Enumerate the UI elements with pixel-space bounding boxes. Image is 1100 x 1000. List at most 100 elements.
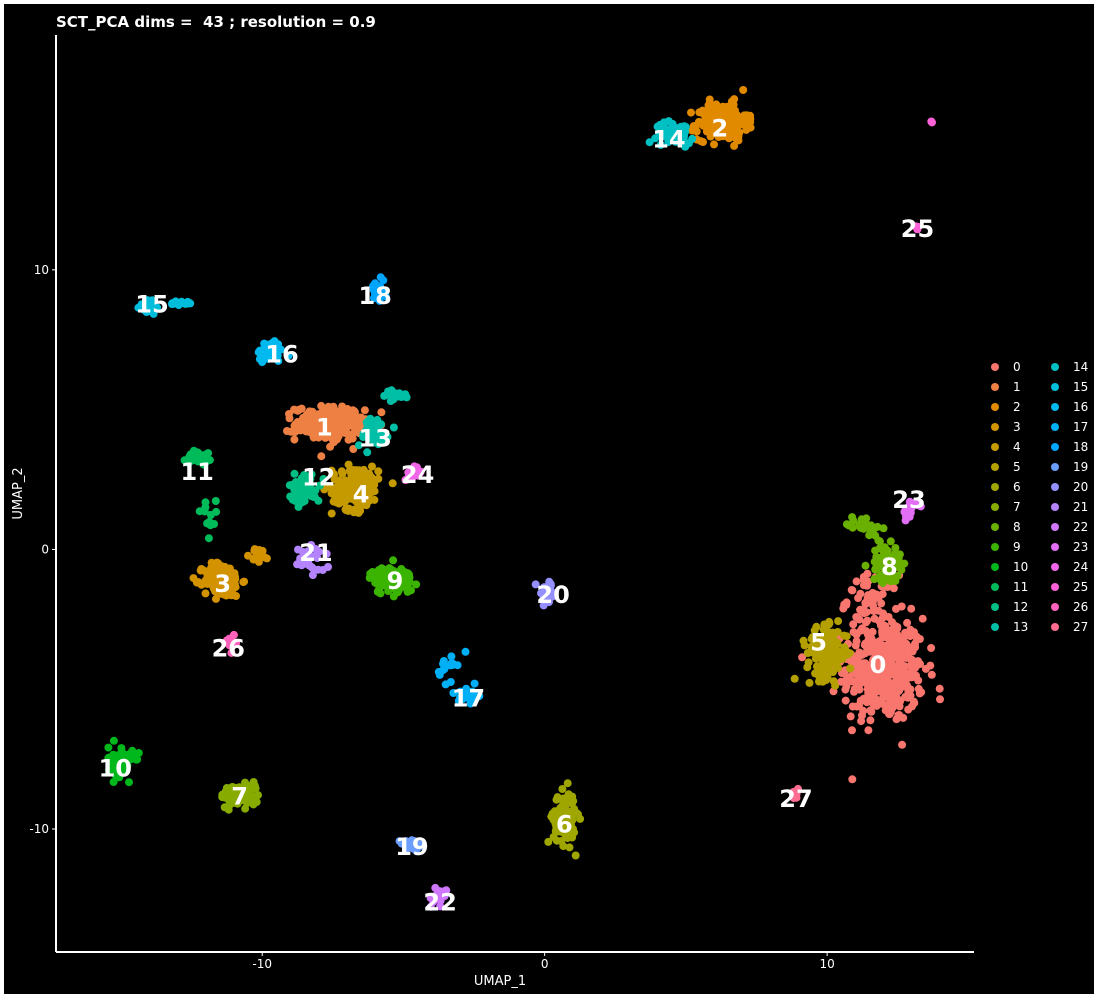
point [233, 796, 242, 805]
point [903, 618, 912, 627]
point [133, 755, 142, 764]
point [790, 674, 799, 683]
point [821, 658, 830, 667]
cluster-0-points [798, 568, 944, 784]
cluster-25-points [911, 117, 936, 234]
point [734, 127, 743, 136]
legend-item-16: 16 [1051, 400, 1088, 414]
point [857, 523, 866, 532]
point [699, 110, 708, 119]
point [839, 604, 848, 613]
point [470, 679, 479, 688]
point [834, 663, 842, 672]
point [531, 580, 540, 589]
point [324, 563, 332, 571]
point [698, 120, 707, 129]
point [267, 346, 276, 355]
point [563, 779, 572, 788]
legend-key [1051, 563, 1059, 571]
point [879, 609, 888, 618]
point [888, 704, 897, 713]
point [398, 567, 407, 576]
legend-label: 24 [1073, 560, 1088, 574]
legend-item-8: 8 [991, 520, 1021, 534]
point [704, 118, 713, 127]
legend-item-27: 27 [1051, 620, 1088, 634]
point [909, 659, 918, 668]
point [921, 664, 930, 673]
point [307, 541, 316, 549]
point [104, 743, 113, 752]
point [844, 673, 853, 682]
legend-label: 12 [1013, 600, 1028, 614]
point [544, 837, 553, 846]
point [374, 474, 383, 483]
point [565, 843, 574, 852]
cluster-19-points [395, 836, 428, 855]
point [856, 626, 865, 635]
cluster-4-points [320, 460, 397, 518]
point [900, 641, 909, 650]
cluster-14-points [645, 117, 697, 151]
point [871, 531, 880, 540]
cluster-label-26: 26 [212, 634, 245, 662]
point [408, 844, 417, 853]
point [936, 695, 944, 704]
point [389, 592, 398, 601]
legend-label: 17 [1073, 420, 1088, 434]
point [879, 621, 888, 630]
point [563, 834, 572, 843]
x-tick-label: 0 [541, 957, 549, 971]
point [859, 659, 868, 668]
point [895, 697, 904, 706]
legend-item-24: 24 [1051, 560, 1088, 574]
cluster-label-10: 10 [99, 755, 132, 783]
point [728, 118, 737, 127]
legend-item-10: 10 [991, 560, 1028, 574]
point [344, 460, 353, 469]
point [842, 598, 851, 607]
point [559, 799, 568, 808]
point [798, 653, 807, 662]
point [571, 809, 579, 818]
legend-label: 13 [1013, 620, 1028, 634]
point [147, 307, 156, 315]
point [254, 546, 263, 555]
point [338, 469, 347, 478]
point [190, 454, 199, 463]
point [287, 481, 296, 489]
point [292, 426, 301, 435]
cluster-17-points [434, 647, 484, 708]
point [120, 767, 129, 776]
point [883, 558, 892, 567]
point [205, 456, 214, 465]
point [837, 677, 846, 686]
point [864, 726, 873, 735]
legend-label: 7 [1013, 500, 1021, 514]
point [223, 564, 232, 573]
legend-key [1051, 603, 1059, 611]
point [800, 641, 809, 650]
point [907, 673, 916, 682]
point [242, 795, 251, 803]
point [410, 462, 419, 471]
legend-item-5: 5 [991, 460, 1021, 474]
cluster-label-21: 21 [299, 539, 332, 567]
point [240, 577, 249, 586]
cluster-label-27: 27 [779, 785, 812, 813]
point [412, 580, 421, 589]
point [558, 785, 567, 793]
point [884, 640, 893, 649]
point [304, 561, 313, 570]
point [907, 604, 916, 613]
point [841, 696, 850, 705]
cluster-13-points [354, 386, 411, 457]
point [893, 631, 902, 639]
point [859, 573, 868, 581]
legend-key [991, 623, 999, 631]
cluster-3-points [189, 545, 271, 603]
point [141, 301, 149, 310]
legend-key [991, 403, 999, 411]
